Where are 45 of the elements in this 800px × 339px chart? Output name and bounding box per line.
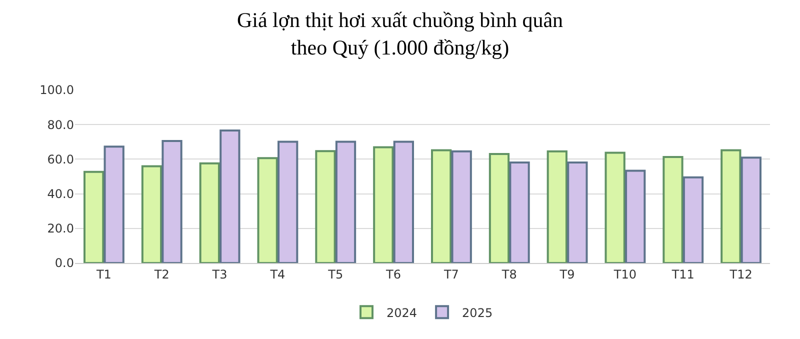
- bar: [509, 161, 530, 263]
- bar: [604, 152, 626, 263]
- legend-label: 2025: [462, 306, 493, 320]
- x-tick-label: T5: [327, 267, 344, 282]
- x-tick-label: T3: [211, 267, 228, 282]
- y-tick-label: 80.0: [47, 118, 74, 132]
- bar: [740, 156, 762, 263]
- bar: [393, 140, 414, 263]
- bar: [431, 149, 452, 263]
- bar: [315, 150, 336, 263]
- bar: [488, 153, 510, 263]
- bar: [84, 170, 104, 263]
- x-tick-label: T10: [612, 267, 637, 282]
- x-tick-label: T8: [500, 267, 517, 282]
- x-tick-label: T12: [728, 267, 752, 282]
- bar: [682, 176, 704, 263]
- bar: [162, 140, 182, 263]
- bar: [257, 157, 278, 263]
- bar: [546, 150, 568, 263]
- y-tick-label: 0.0: [54, 256, 74, 270]
- bar: [720, 149, 742, 263]
- bar: [220, 129, 240, 263]
- bar: [141, 165, 162, 263]
- bar: [662, 156, 684, 263]
- y-tick-label: 20.0: [47, 222, 74, 236]
- y-tick-label: 40.0: [47, 187, 74, 201]
- bar: [335, 140, 356, 263]
- bar: [278, 140, 298, 263]
- y-tick-label: 100.0: [40, 83, 74, 98]
- bar: [567, 161, 588, 263]
- chart-title: Giá lợn thịt hơi xuất chuồng bình quân theo Quý (1.000 đồng/kg): [236, 8, 564, 60]
- y-tick-label: 60.0: [47, 152, 74, 166]
- bar: [373, 146, 394, 263]
- bar: [104, 146, 124, 263]
- legend-label: 2024: [386, 306, 418, 320]
- x-tick-label: T7: [442, 267, 459, 282]
- bar: [451, 150, 472, 263]
- x-tick-label: T6: [385, 267, 402, 282]
- bar: [625, 170, 646, 263]
- bar: [199, 162, 220, 263]
- x-tick-label: T9: [558, 267, 575, 282]
- x-tick-label: T4: [269, 267, 286, 282]
- x-tick-label: T1: [95, 267, 112, 282]
- x-tick-label: T2: [153, 267, 170, 282]
- x-tick-label: T11: [670, 267, 694, 282]
